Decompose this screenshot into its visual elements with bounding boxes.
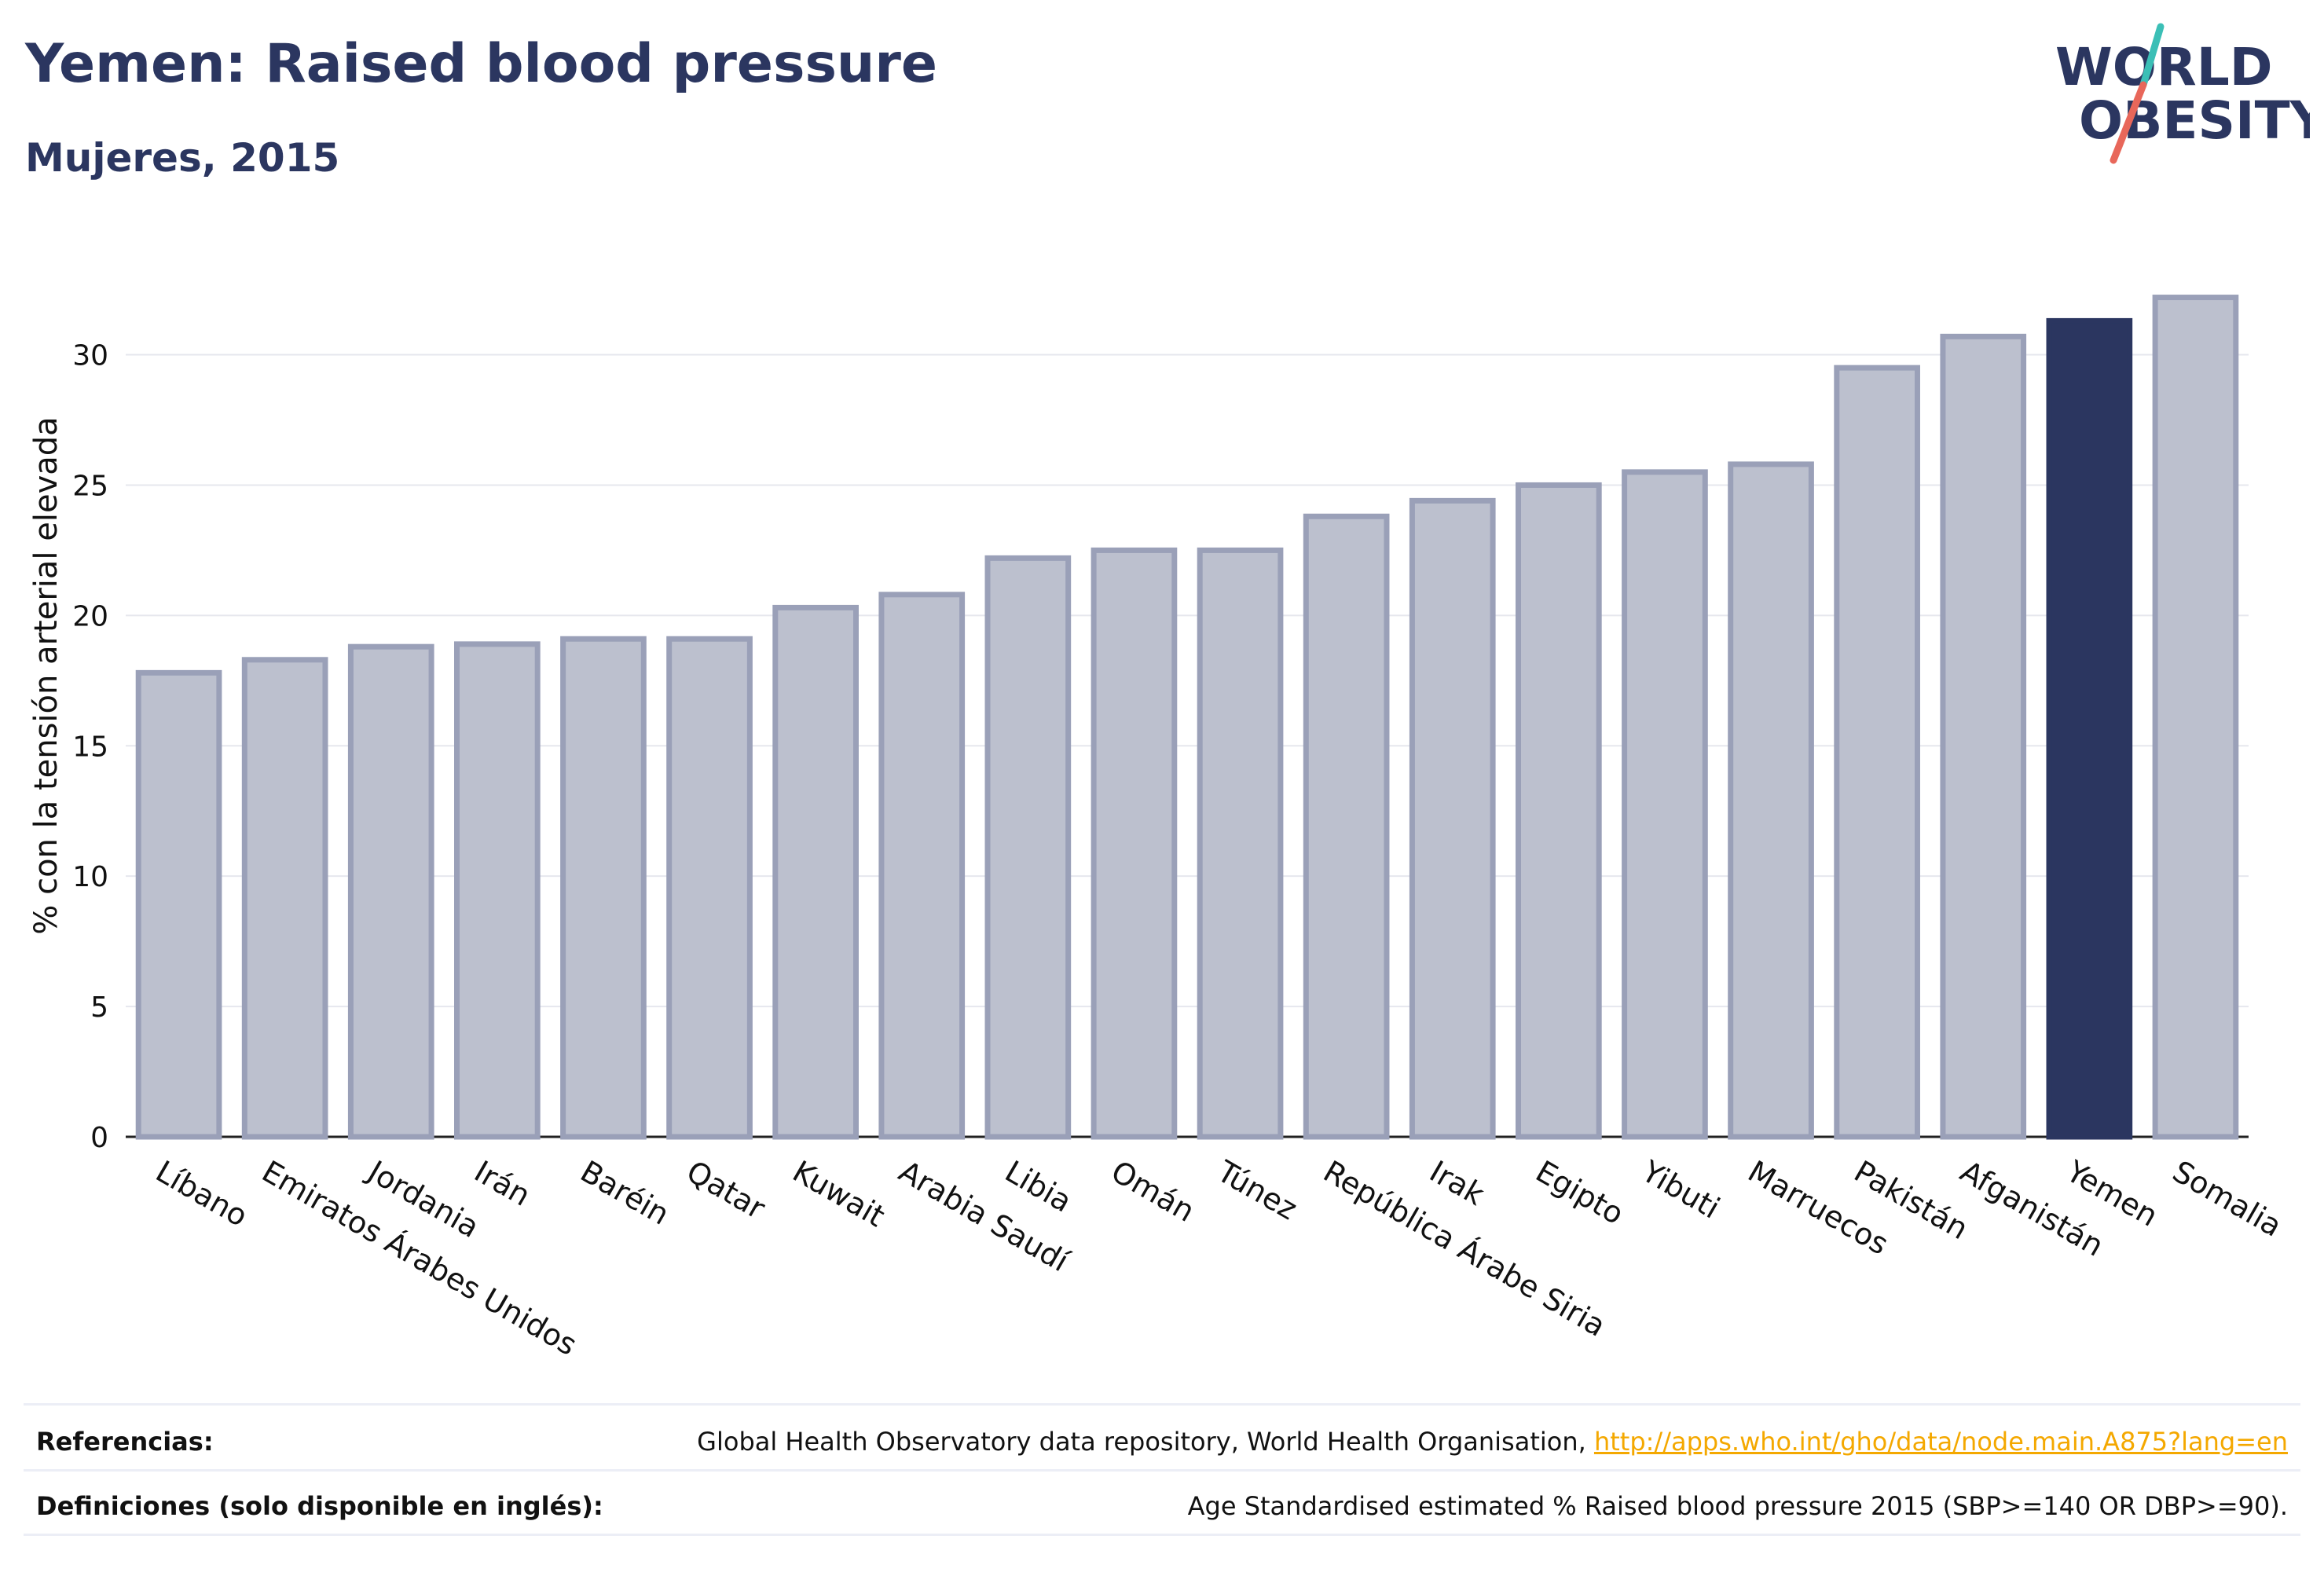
x-tick-label: Somalia <box>2167 1154 2288 1244</box>
footer-divider-middle <box>24 1469 2300 1472</box>
y-axis-label: % con la tensión arterial elevada <box>28 416 64 934</box>
bar-layer <box>135 295 2239 1140</box>
grid-layer <box>126 354 2249 1138</box>
y-tick-label: 15 <box>72 731 108 763</box>
bar-9[interactable] <box>984 555 1072 1140</box>
bar-4[interactable] <box>454 641 541 1140</box>
logo-line1: WORLD <box>2055 37 2273 97</box>
x-tick-label: Irak <box>1424 1154 1490 1212</box>
bar-3[interactable] <box>347 643 434 1140</box>
bar-6[interactable] <box>666 636 753 1140</box>
x-tick-label: Irán <box>468 1154 536 1213</box>
footer-divider-top <box>24 1403 2300 1406</box>
bar-12[interactable] <box>1303 513 1390 1140</box>
x-tick-label: Kuwait <box>787 1154 891 1234</box>
world-obesity-logo: WORLD OBESITY <box>2055 23 2310 164</box>
x-tick-label: Líbano <box>150 1154 254 1233</box>
bar-18[interactable] <box>1940 333 2027 1140</box>
definitions-value: Age Standardised estimated % Raised bloo… <box>1187 1491 2288 1521</box>
references-value: Global Health Observatory data repositor… <box>697 1427 2288 1457</box>
chart-title: Yemen: Raised blood pressure <box>25 33 937 95</box>
x-tick-labels: Líbano Emiratos Árabes UnidosJordaniaIrán… <box>150 1153 2288 1362</box>
chart-subtitle: Mujeres, 2015 <box>25 135 340 181</box>
bar-1[interactable] <box>135 669 222 1140</box>
bar-17[interactable] <box>1834 365 1920 1140</box>
footer-divider-bottom <box>24 1534 2300 1536</box>
references-label: Referencias: <box>36 1427 214 1457</box>
bar-15[interactable] <box>1622 469 1708 1140</box>
bar-14[interactable] <box>1516 482 1602 1140</box>
references-link[interactable]: http://apps.who.int/gho/data/node.main.A… <box>1593 1427 2288 1457</box>
logo-slash-bottom <box>2110 81 2147 164</box>
y-tick-label: 0 <box>90 1122 108 1154</box>
x-tick-label: Libia <box>999 1154 1078 1219</box>
bar-11[interactable] <box>1197 547 1284 1140</box>
bar-5[interactable] <box>560 636 647 1140</box>
bar-19[interactable] <box>2046 317 2133 1140</box>
bar-2[interactable] <box>241 657 328 1140</box>
x-tick-label: Omán <box>1105 1154 1200 1229</box>
y-tick-label: 5 <box>90 991 108 1024</box>
bar-13[interactable] <box>1409 497 1496 1140</box>
x-tick-label: Yibuti <box>1636 1153 1726 1226</box>
bar-chart: Líbano Emiratos Árabes UnidosJordaniaIrán… <box>28 295 2288 1362</box>
y-tick-label: 30 <box>72 340 108 372</box>
y-tick-label: 25 <box>72 470 108 502</box>
bar-8[interactable] <box>878 592 966 1140</box>
x-tick-label: Túnez <box>1211 1153 1303 1226</box>
bar-20[interactable] <box>2152 295 2239 1140</box>
references-text: Global Health Observatory data repositor… <box>697 1427 1594 1457</box>
bar-7[interactable] <box>772 604 859 1140</box>
definitions-label: Definiciones (solo disponible en inglés)… <box>36 1491 603 1521</box>
bar-16[interactable] <box>1728 461 1814 1140</box>
x-tick-label: Baréin <box>574 1154 675 1232</box>
y-tick-label: 20 <box>72 600 108 632</box>
y-tick-label: 10 <box>72 861 108 893</box>
logo-slash-top <box>2139 23 2165 89</box>
x-tick-label: Egipto <box>1530 1154 1629 1232</box>
y-tick-labels: 0 5 10 15 20 25 30 <box>72 340 108 1154</box>
bar-10[interactable] <box>1091 547 1178 1140</box>
x-tick-label: Qatar <box>681 1154 772 1226</box>
